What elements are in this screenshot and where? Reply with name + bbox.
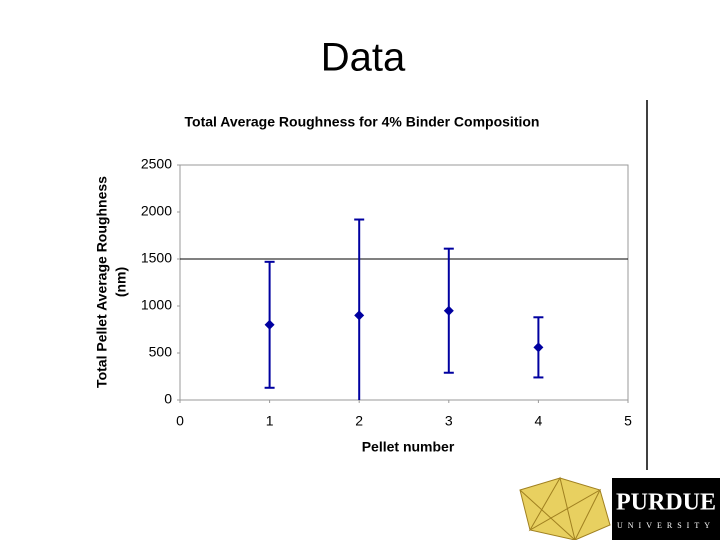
x-tick-label: 0 [176, 413, 184, 429]
data-point [443, 305, 454, 316]
y-tick-label: 2500 [141, 156, 172, 172]
data-layer [264, 218, 544, 400]
data-point [264, 319, 275, 330]
logo-name: PURDUE [616, 490, 716, 516]
plot-area [179, 164, 629, 401]
x-tick-label: 1 [266, 413, 274, 429]
x-tick-label: 2 [355, 413, 363, 429]
data-point [533, 342, 544, 353]
slide-title: Data [321, 36, 406, 80]
y-tick-label: 2000 [141, 203, 172, 219]
x-tick-label: 4 [535, 413, 543, 429]
y-tick-label: 1000 [141, 297, 172, 313]
data-point [354, 310, 365, 321]
chart-title: Total Average Roughness for 4% Binder Co… [185, 114, 540, 130]
y-tick-label: 1500 [141, 250, 172, 266]
x-tick-label: 3 [445, 413, 453, 429]
logo-box [612, 478, 720, 540]
y-axis-label: Total Pellet Average Roughness [94, 176, 110, 388]
y-tick-label: 0 [164, 391, 172, 407]
x-tick-label: 5 [624, 413, 632, 429]
y-tick-label: 500 [149, 344, 173, 360]
logo-subtitle: UNIVERSITY [617, 521, 715, 530]
logo: PURDUE UNIVERSITY [519, 476, 720, 540]
y-axis-label: (nm) [113, 267, 129, 297]
x-axis-label: Pellet number [362, 439, 455, 455]
logo-lines [519, 476, 602, 540]
